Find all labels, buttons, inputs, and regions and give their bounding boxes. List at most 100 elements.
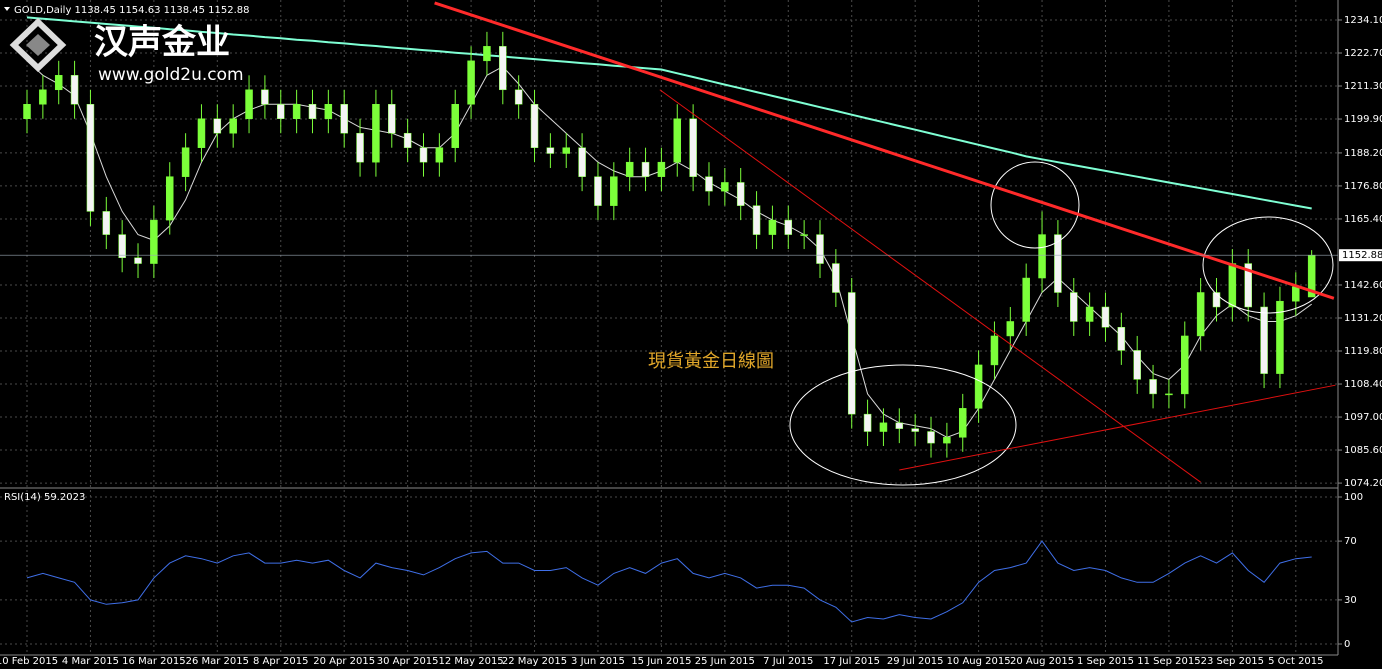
highlight-ellipse	[1202, 216, 1334, 314]
marks-layer	[23, 16, 1316, 623]
candle-body	[800, 234, 808, 236]
x-tick-label: 15 Jun 2015	[631, 656, 691, 667]
candle-body	[467, 60, 475, 105]
candle-body	[419, 147, 428, 163]
candle-body	[1260, 306, 1268, 374]
candle-body	[229, 118, 237, 134]
candle-body	[340, 104, 348, 134]
candle-body	[530, 104, 539, 148]
candle-body	[562, 147, 570, 154]
y-tick-label: 1074.20	[1344, 478, 1382, 489]
candle-body	[39, 89, 47, 105]
candle-body	[610, 176, 618, 206]
candle-body	[118, 234, 126, 259]
x-tick-label: 12 May 2015	[438, 656, 503, 667]
last-price-label: 1152.88	[1342, 250, 1382, 261]
candle-body	[197, 118, 206, 148]
y-tick-label: 1142.60	[1344, 280, 1382, 291]
candle-body	[403, 132, 412, 148]
candle-body	[625, 161, 634, 177]
candle-body	[150, 219, 158, 264]
candle-body	[1070, 292, 1078, 322]
candle-body	[752, 205, 761, 235]
candle-body	[102, 211, 111, 235]
candle-body	[1054, 234, 1062, 293]
candle-body	[213, 118, 222, 134]
x-tick-label: 5 Oct 2015	[1268, 656, 1323, 667]
candle-body	[784, 219, 793, 235]
x-tick-label: 4 Mar 2015	[62, 656, 119, 667]
x-tick-label: 8 Apr 2015	[253, 656, 308, 667]
x-tick-label: 26 Mar 2015	[186, 656, 249, 667]
candle-body	[1244, 263, 1252, 308]
x-tick-label: 20 Aug 2015	[1010, 656, 1074, 667]
moving-average	[26, 16, 1312, 210]
candle-body	[1292, 286, 1300, 302]
candle-body	[578, 147, 586, 177]
candle-body	[1149, 379, 1157, 395]
y-tick-label: 1188.20	[1344, 148, 1382, 159]
candle-body	[1006, 321, 1015, 337]
candle-body	[1165, 393, 1173, 396]
candle-body	[943, 437, 951, 444]
candle-body	[292, 104, 301, 119]
trend-line	[899, 384, 1336, 471]
candle-body	[657, 161, 666, 177]
y-tick-label: 1108.40	[1344, 379, 1382, 390]
rsi-header: RSI(14) 59.2023	[4, 492, 85, 503]
candle-body	[1022, 277, 1030, 322]
candle-body	[863, 413, 872, 432]
candle-body	[261, 89, 269, 105]
trend-line	[434, 1, 1335, 300]
candle-body	[816, 234, 824, 264]
candle-body	[689, 118, 697, 177]
rsi-line	[26, 540, 1312, 623]
candle-body	[768, 219, 777, 235]
highlight-ellipse	[990, 161, 1080, 249]
grid-layer	[0, 0, 1338, 655]
x-tick-label: 22 May 2015	[502, 656, 567, 667]
candle-body	[70, 75, 79, 105]
candle-body	[356, 132, 364, 163]
y-tick-label: 0	[1344, 639, 1350, 650]
candle-body	[245, 89, 253, 119]
candle-body	[911, 428, 919, 432]
candle-body	[483, 46, 491, 62]
trend-line	[659, 89, 1201, 483]
candle-body	[372, 104, 380, 163]
y-tick-label: 1211.30	[1344, 81, 1382, 92]
candle-body	[736, 182, 745, 206]
x-tick-label: 11 Sep 2015	[1137, 656, 1200, 667]
symbol-header: GOLD,Daily 1138.45 1154.63 1138.45 1152.…	[14, 5, 250, 16]
candle-body	[1212, 292, 1221, 308]
candle-body	[974, 364, 983, 409]
x-tick-label: 25 Jun 2015	[695, 656, 755, 667]
x-tick-label: 29 Jul 2015	[887, 656, 944, 667]
candle-body	[435, 147, 444, 163]
logo-icon	[9, 17, 67, 73]
y-tick-label: 30	[1344, 595, 1357, 606]
candle-body	[1085, 306, 1094, 322]
candle-body	[165, 176, 174, 221]
candle-body	[1133, 350, 1141, 380]
x-tick-label: 1 Sep 2015	[1077, 656, 1134, 667]
candle-body	[1117, 327, 1126, 351]
menu-arrow[interactable]	[4, 7, 10, 11]
candle-body	[388, 104, 396, 134]
logo-url: www.gold2u.com	[98, 65, 244, 85]
logo-name: 汉声金业	[94, 23, 230, 63]
candle-body	[832, 263, 840, 293]
x-tick-label: 23 Sep 2015	[1201, 656, 1264, 667]
candle-body	[1038, 234, 1046, 279]
candle-body	[721, 182, 729, 192]
candle-body	[927, 431, 935, 444]
candle-body	[879, 422, 888, 432]
x-tick-label: 3 Jun 2015	[571, 656, 625, 667]
y-tick-label: 1165.40	[1344, 214, 1382, 225]
annotation: 現貨黃金日線圖	[648, 351, 774, 372]
candle-body	[1196, 292, 1205, 337]
y-tick-label: 1222.70	[1344, 48, 1382, 59]
